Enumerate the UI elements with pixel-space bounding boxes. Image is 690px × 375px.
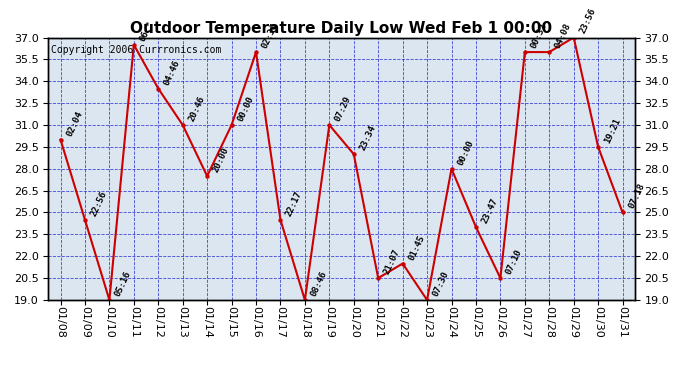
Point: [568, 34, 579, 40]
Text: 00:32: 00:32: [529, 22, 549, 50]
Text: 23:34: 23:34: [358, 124, 377, 152]
Text: 05:16: 05:16: [114, 270, 133, 298]
Text: 07:30: 07:30: [431, 270, 451, 298]
Point: [299, 297, 310, 303]
Text: 07:29: 07:29: [333, 94, 353, 123]
Point: [422, 297, 433, 303]
Text: 22:17: 22:17: [284, 189, 304, 217]
Point: [348, 151, 359, 157]
Point: [544, 49, 555, 55]
Point: [373, 275, 384, 281]
Text: 04:08: 04:08: [553, 22, 573, 50]
Point: [201, 173, 213, 179]
Point: [593, 144, 604, 150]
Text: 07:18: 07:18: [627, 182, 647, 210]
Text: Copyright 2006 Currronics.com: Copyright 2006 Currronics.com: [51, 45, 221, 56]
Point: [250, 49, 262, 55]
Text: 21:07: 21:07: [382, 248, 402, 276]
Text: 20:00: 20:00: [211, 146, 231, 174]
Text: 02:36: 02:36: [260, 22, 279, 50]
Point: [617, 210, 628, 216]
Point: [520, 49, 531, 55]
Title: Outdoor Temperature Daily Low Wed Feb 1 00:00: Outdoor Temperature Daily Low Wed Feb 1 …: [130, 21, 553, 36]
Text: 23:56: 23:56: [578, 7, 598, 35]
Text: 22:56: 22:56: [89, 189, 108, 217]
Text: 20:46: 20:46: [187, 94, 206, 123]
Point: [152, 86, 164, 92]
Text: 00:00: 00:00: [236, 94, 255, 123]
Point: [397, 261, 408, 267]
Point: [324, 122, 335, 128]
Text: 00:00: 00:00: [455, 138, 475, 166]
Text: 06:*: 06:*: [138, 20, 155, 43]
Text: 23:47: 23:47: [480, 197, 500, 225]
Point: [226, 122, 237, 128]
Text: 19:21: 19:21: [602, 117, 622, 145]
Text: 07:10: 07:10: [504, 248, 524, 276]
Point: [104, 297, 115, 303]
Point: [471, 224, 482, 230]
Point: [79, 217, 90, 223]
Text: 08:46: 08:46: [309, 270, 328, 298]
Text: 02:04: 02:04: [65, 109, 84, 137]
Point: [446, 166, 457, 172]
Point: [177, 122, 188, 128]
Point: [55, 136, 66, 142]
Text: 01:45: 01:45: [407, 233, 426, 261]
Point: [128, 42, 139, 48]
Point: [275, 217, 286, 223]
Text: 04:46: 04:46: [162, 58, 182, 86]
Point: [495, 275, 506, 281]
